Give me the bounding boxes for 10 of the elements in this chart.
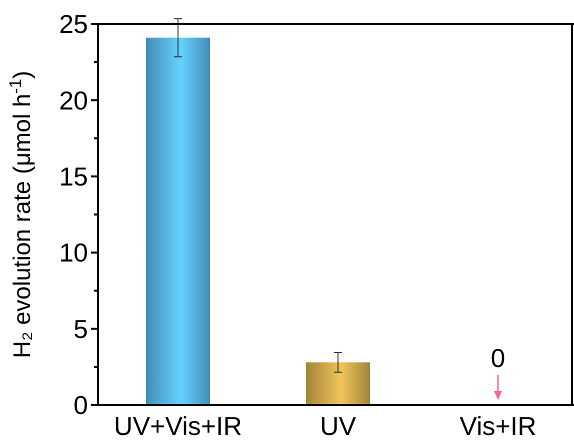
y-tick-label: 0	[74, 390, 88, 420]
x-tick-label: Vis+IR	[460, 411, 536, 441]
y-tick-label: 15	[59, 162, 88, 192]
x-tick-label: UV	[320, 411, 357, 441]
y-tick-label: 5	[74, 314, 88, 344]
x-tick-label: UV+Vis+IR	[114, 411, 242, 441]
y-tick-label: 20	[59, 85, 88, 116]
data-label: 0	[490, 343, 506, 373]
y-tick-label: 25	[59, 9, 88, 40]
y-tick-label: 10	[59, 238, 88, 268]
